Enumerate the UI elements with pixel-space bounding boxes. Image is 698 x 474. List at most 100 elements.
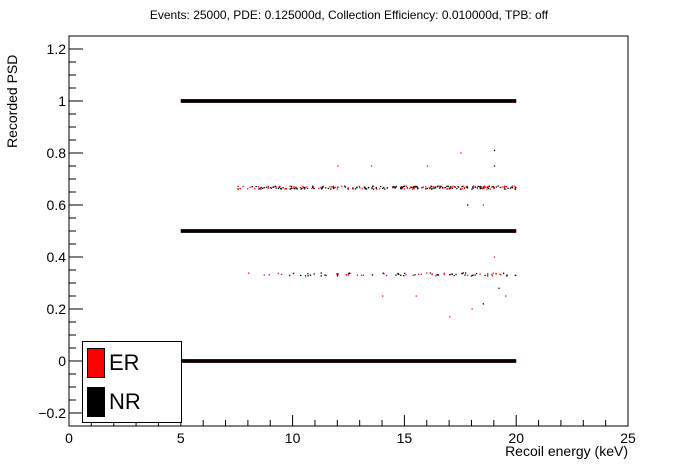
data-point [371, 187, 373, 189]
data-point [360, 274, 363, 277]
data-point [453, 274, 455, 277]
chart-title: Events: 25000, PDE: 0.125000d, Collectio… [149, 8, 549, 22]
data-point [493, 187, 495, 190]
data-point [476, 187, 478, 189]
data-point [381, 187, 384, 190]
data-point [482, 186, 484, 188]
data-point [288, 274, 291, 276]
data-point [491, 273, 493, 276]
data-point [260, 188, 262, 190]
data-point [280, 188, 282, 190]
data-point [458, 186, 460, 188]
data-point [436, 274, 438, 276]
data-point [442, 187, 444, 189]
data-point [303, 188, 306, 190]
data-point [354, 188, 357, 190]
data-point [356, 274, 359, 276]
data-point [395, 185, 397, 188]
data-point [333, 187, 335, 189]
data-point [464, 274, 466, 276]
data-point [502, 272, 505, 274]
data-point [336, 274, 338, 276]
y-axis-label: Recorded PSD [4, 54, 20, 148]
data-point [411, 188, 414, 190]
data-point [450, 186, 452, 188]
data-point [383, 273, 385, 275]
data-point [382, 295, 384, 297]
data-point [507, 187, 509, 189]
data-point [296, 187, 298, 189]
data-point [277, 272, 279, 275]
data-point [251, 185, 254, 188]
data-point [368, 186, 370, 189]
data-point [301, 187, 303, 190]
data-point [311, 185, 314, 187]
data-point [426, 165, 429, 167]
data-point [414, 274, 416, 276]
y-tick-label: −0.2 [38, 405, 66, 421]
data-point [505, 295, 507, 297]
data-point [409, 186, 412, 188]
data-point [247, 272, 250, 274]
data-point [386, 187, 389, 189]
data-point [493, 256, 496, 258]
data-point [289, 185, 291, 187]
data-point [401, 188, 403, 190]
data-point [434, 187, 437, 189]
x-axis-label: Recoil energy (keV) [505, 443, 628, 459]
data-point [393, 186, 395, 189]
data-point [464, 272, 467, 274]
data-point [378, 188, 381, 190]
data-point [363, 186, 366, 188]
band-nr-0.667 [251, 185, 517, 190]
data-point [401, 186, 404, 188]
data-point [420, 273, 422, 275]
data-point [451, 273, 453, 275]
data-point [392, 186, 394, 188]
data-point [425, 188, 427, 190]
data-point [421, 186, 423, 189]
data-point [462, 185, 464, 187]
data-point [259, 187, 261, 190]
data-point [382, 272, 384, 274]
data-point [272, 186, 274, 188]
data-point [275, 187, 277, 189]
axes: 0 5 10 15 20 25 −0.2 0 0.2 0.4 0.6 0.8 1 1.2 [38, 35, 636, 446]
data-point [400, 186, 402, 188]
data-point [352, 188, 354, 190]
data-point [274, 185, 276, 188]
data-point [370, 165, 373, 167]
data-point [289, 188, 291, 190]
data-point [321, 186, 324, 188]
data-point [482, 303, 484, 305]
data-point [255, 185, 257, 188]
dense-band [180, 99, 517, 103]
data-point [313, 187, 315, 190]
data-point [237, 185, 239, 187]
data-point [409, 187, 411, 190]
data-point [365, 188, 368, 190]
data-point [386, 274, 388, 277]
data-point [437, 274, 439, 276]
legend-swatch-nr [87, 387, 105, 417]
data-point [330, 188, 332, 190]
data-point [495, 273, 497, 275]
data-point [262, 187, 264, 189]
data-point [392, 187, 394, 189]
data-point [503, 186, 505, 188]
data-point [443, 272, 445, 274]
data-point [307, 275, 309, 277]
data-point [471, 188, 473, 190]
data-point [486, 186, 488, 188]
data-point [460, 152, 462, 154]
data-point [415, 186, 417, 188]
data-point [487, 187, 490, 190]
data-point [470, 275, 473, 277]
data-point [329, 186, 331, 188]
data-point [299, 186, 301, 189]
data-point [412, 187, 415, 189]
data-point [475, 272, 478, 275]
data-point [431, 273, 433, 276]
data-point [358, 185, 361, 188]
data-point [295, 186, 297, 188]
